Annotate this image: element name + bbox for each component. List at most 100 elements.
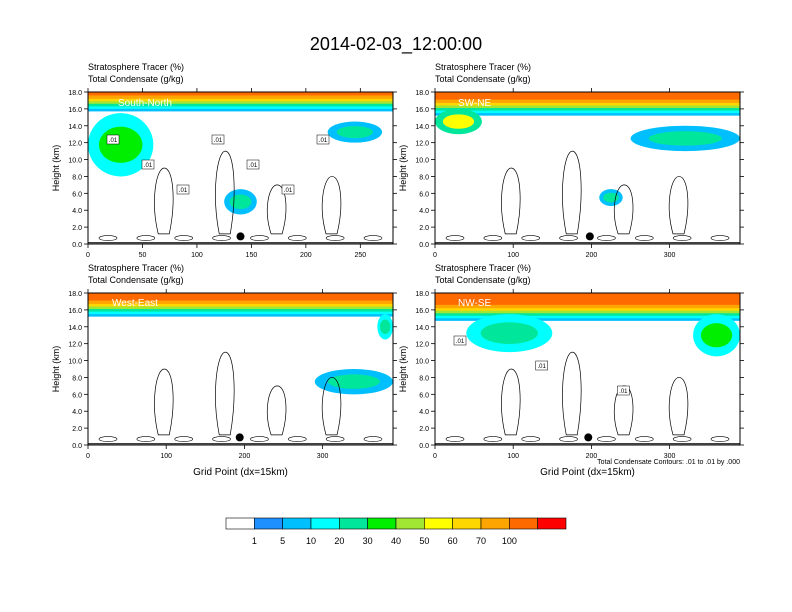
low-cloud-contour [634, 235, 654, 241]
y-tick-label: 6.0 [72, 191, 82, 198]
colorbar-swatch [452, 517, 482, 530]
y-tick-label: 4.0 [419, 409, 429, 416]
panel-label: West-East [112, 298, 158, 309]
x-tick-label: 0 [86, 453, 90, 460]
low-cloud-contour [445, 436, 465, 442]
y-axis-label: Height (km) [398, 145, 408, 192]
y-tick-label: 12.0 [415, 141, 429, 148]
low-cloud-contour [98, 235, 118, 241]
low-cloud-contour [363, 235, 383, 241]
low-cloud-contour [287, 436, 307, 442]
colorbar-swatch [254, 517, 283, 530]
contour-label: .01 [456, 339, 465, 345]
low-cloud-contour [710, 436, 730, 442]
panel-sw-ne: Stratosphere Tracer (%) Total Condensate … [398, 62, 744, 259]
panel-subtitle: Stratosphere Tracer (%) [435, 263, 531, 273]
panel-subtitle: Total Condensate (g/kg) [435, 275, 531, 285]
low-cloud-contour [483, 436, 503, 442]
y-tick-label: 0.0 [72, 242, 82, 249]
tracer-intrusion-core [229, 194, 252, 210]
y-tick-label: 16.0 [68, 308, 82, 315]
low-cloud-contour [250, 235, 269, 241]
contour-label-box [535, 360, 548, 371]
x-tick-label: 200 [586, 252, 598, 259]
tracer-intrusion-core [480, 322, 538, 344]
location-marker [584, 433, 593, 442]
plot-frame [434, 292, 741, 446]
condensate-contour [562, 351, 582, 436]
tracer-intrusion-core [98, 126, 143, 163]
contour-footnote: Total Condensate Contours: .01 to .01 by… [597, 459, 740, 466]
y-tick-label: 12.0 [68, 342, 82, 349]
low-cloud-contour [174, 436, 194, 442]
y-tick-label: 16.0 [415, 107, 429, 114]
location-marker [235, 433, 244, 442]
x-tick-label: 200 [239, 453, 251, 460]
x-tick-label: 50 [139, 252, 147, 259]
colorbar-swatch [310, 517, 340, 530]
plot-area [435, 92, 740, 244]
y-tick-label: 12.0 [68, 141, 82, 148]
y-tick-label: 18.0 [68, 291, 82, 298]
x-tick-label: 250 [354, 252, 366, 259]
low-cloud-contour [559, 436, 578, 442]
contour-label: .01 [284, 188, 293, 194]
low-cloud-contour [287, 235, 307, 241]
y-tick-label: 16.0 [415, 308, 429, 315]
y-tick-label: 14.0 [415, 124, 429, 131]
condensate-contour [215, 351, 235, 436]
x-tick-label: 200 [586, 453, 598, 460]
tracer-layer [435, 293, 740, 305]
tracer-intrusion-core [442, 114, 475, 129]
x-tick-label: 300 [664, 252, 676, 259]
panel-subtitle: Total Condensate (g/kg) [88, 74, 184, 84]
low-cloud-contour [521, 436, 541, 442]
condensate-contour [668, 377, 689, 436]
x-axis-label: Grid Point (dx=15km) [193, 467, 288, 478]
x-tick-label: 100 [160, 453, 172, 460]
y-tick-label: 8.0 [419, 174, 429, 181]
low-cloud-contour [483, 235, 503, 241]
location-marker [585, 232, 594, 241]
x-tick-label: 200 [300, 252, 312, 259]
y-tick-label: 18.0 [415, 291, 429, 298]
figure-title: 2014-02-03_12:00:00 [310, 34, 482, 55]
panels: Stratosphere Tracer (%) Total Condensate … [51, 62, 744, 478]
colorbar-swatch [395, 517, 425, 530]
colorbar-level-label: 30 [363, 536, 373, 546]
contour-label: .01 [109, 138, 118, 144]
contour-label: .01 [179, 188, 188, 194]
contour-label-box [106, 134, 120, 145]
low-cloud-contour [672, 235, 692, 241]
panel-subtitle: Stratosphere Tracer (%) [435, 62, 531, 72]
y-tick-label: 0.0 [419, 443, 429, 450]
y-tick-label: 18.0 [415, 90, 429, 97]
tracer-intrusion-core [327, 374, 380, 389]
low-cloud-contour [521, 235, 541, 241]
y-tick-label: 10.0 [68, 359, 82, 366]
x-tick-label: 100 [507, 252, 519, 259]
condensate-contour [562, 150, 582, 235]
y-tick-label: 8.0 [72, 375, 82, 382]
low-cloud-contour [597, 235, 616, 241]
y-tick-label: 2.0 [72, 426, 82, 433]
y-tick-label: 4.0 [419, 208, 429, 215]
colorbar-swatch [424, 517, 453, 530]
low-cloud-contour [597, 436, 616, 442]
x-tick-label: 100 [507, 453, 519, 460]
x-axis-label: Grid Point (dx=15km) [540, 467, 635, 478]
low-cloud-contour [363, 436, 383, 442]
y-tick-label: 8.0 [72, 174, 82, 181]
y-tick-label: 0.0 [72, 443, 82, 450]
colorbar-swatch [367, 517, 397, 530]
colorbar-swatch [339, 517, 368, 530]
y-tick-label: 6.0 [419, 392, 429, 399]
colorbar-swatch [225, 517, 255, 530]
low-cloud-contour [559, 235, 578, 241]
contour-label-box [281, 184, 295, 195]
contour-label-box [141, 159, 155, 170]
x-tick-label: 0 [433, 252, 437, 259]
low-cloud-contour [445, 235, 465, 241]
low-cloud-contour [325, 235, 345, 241]
